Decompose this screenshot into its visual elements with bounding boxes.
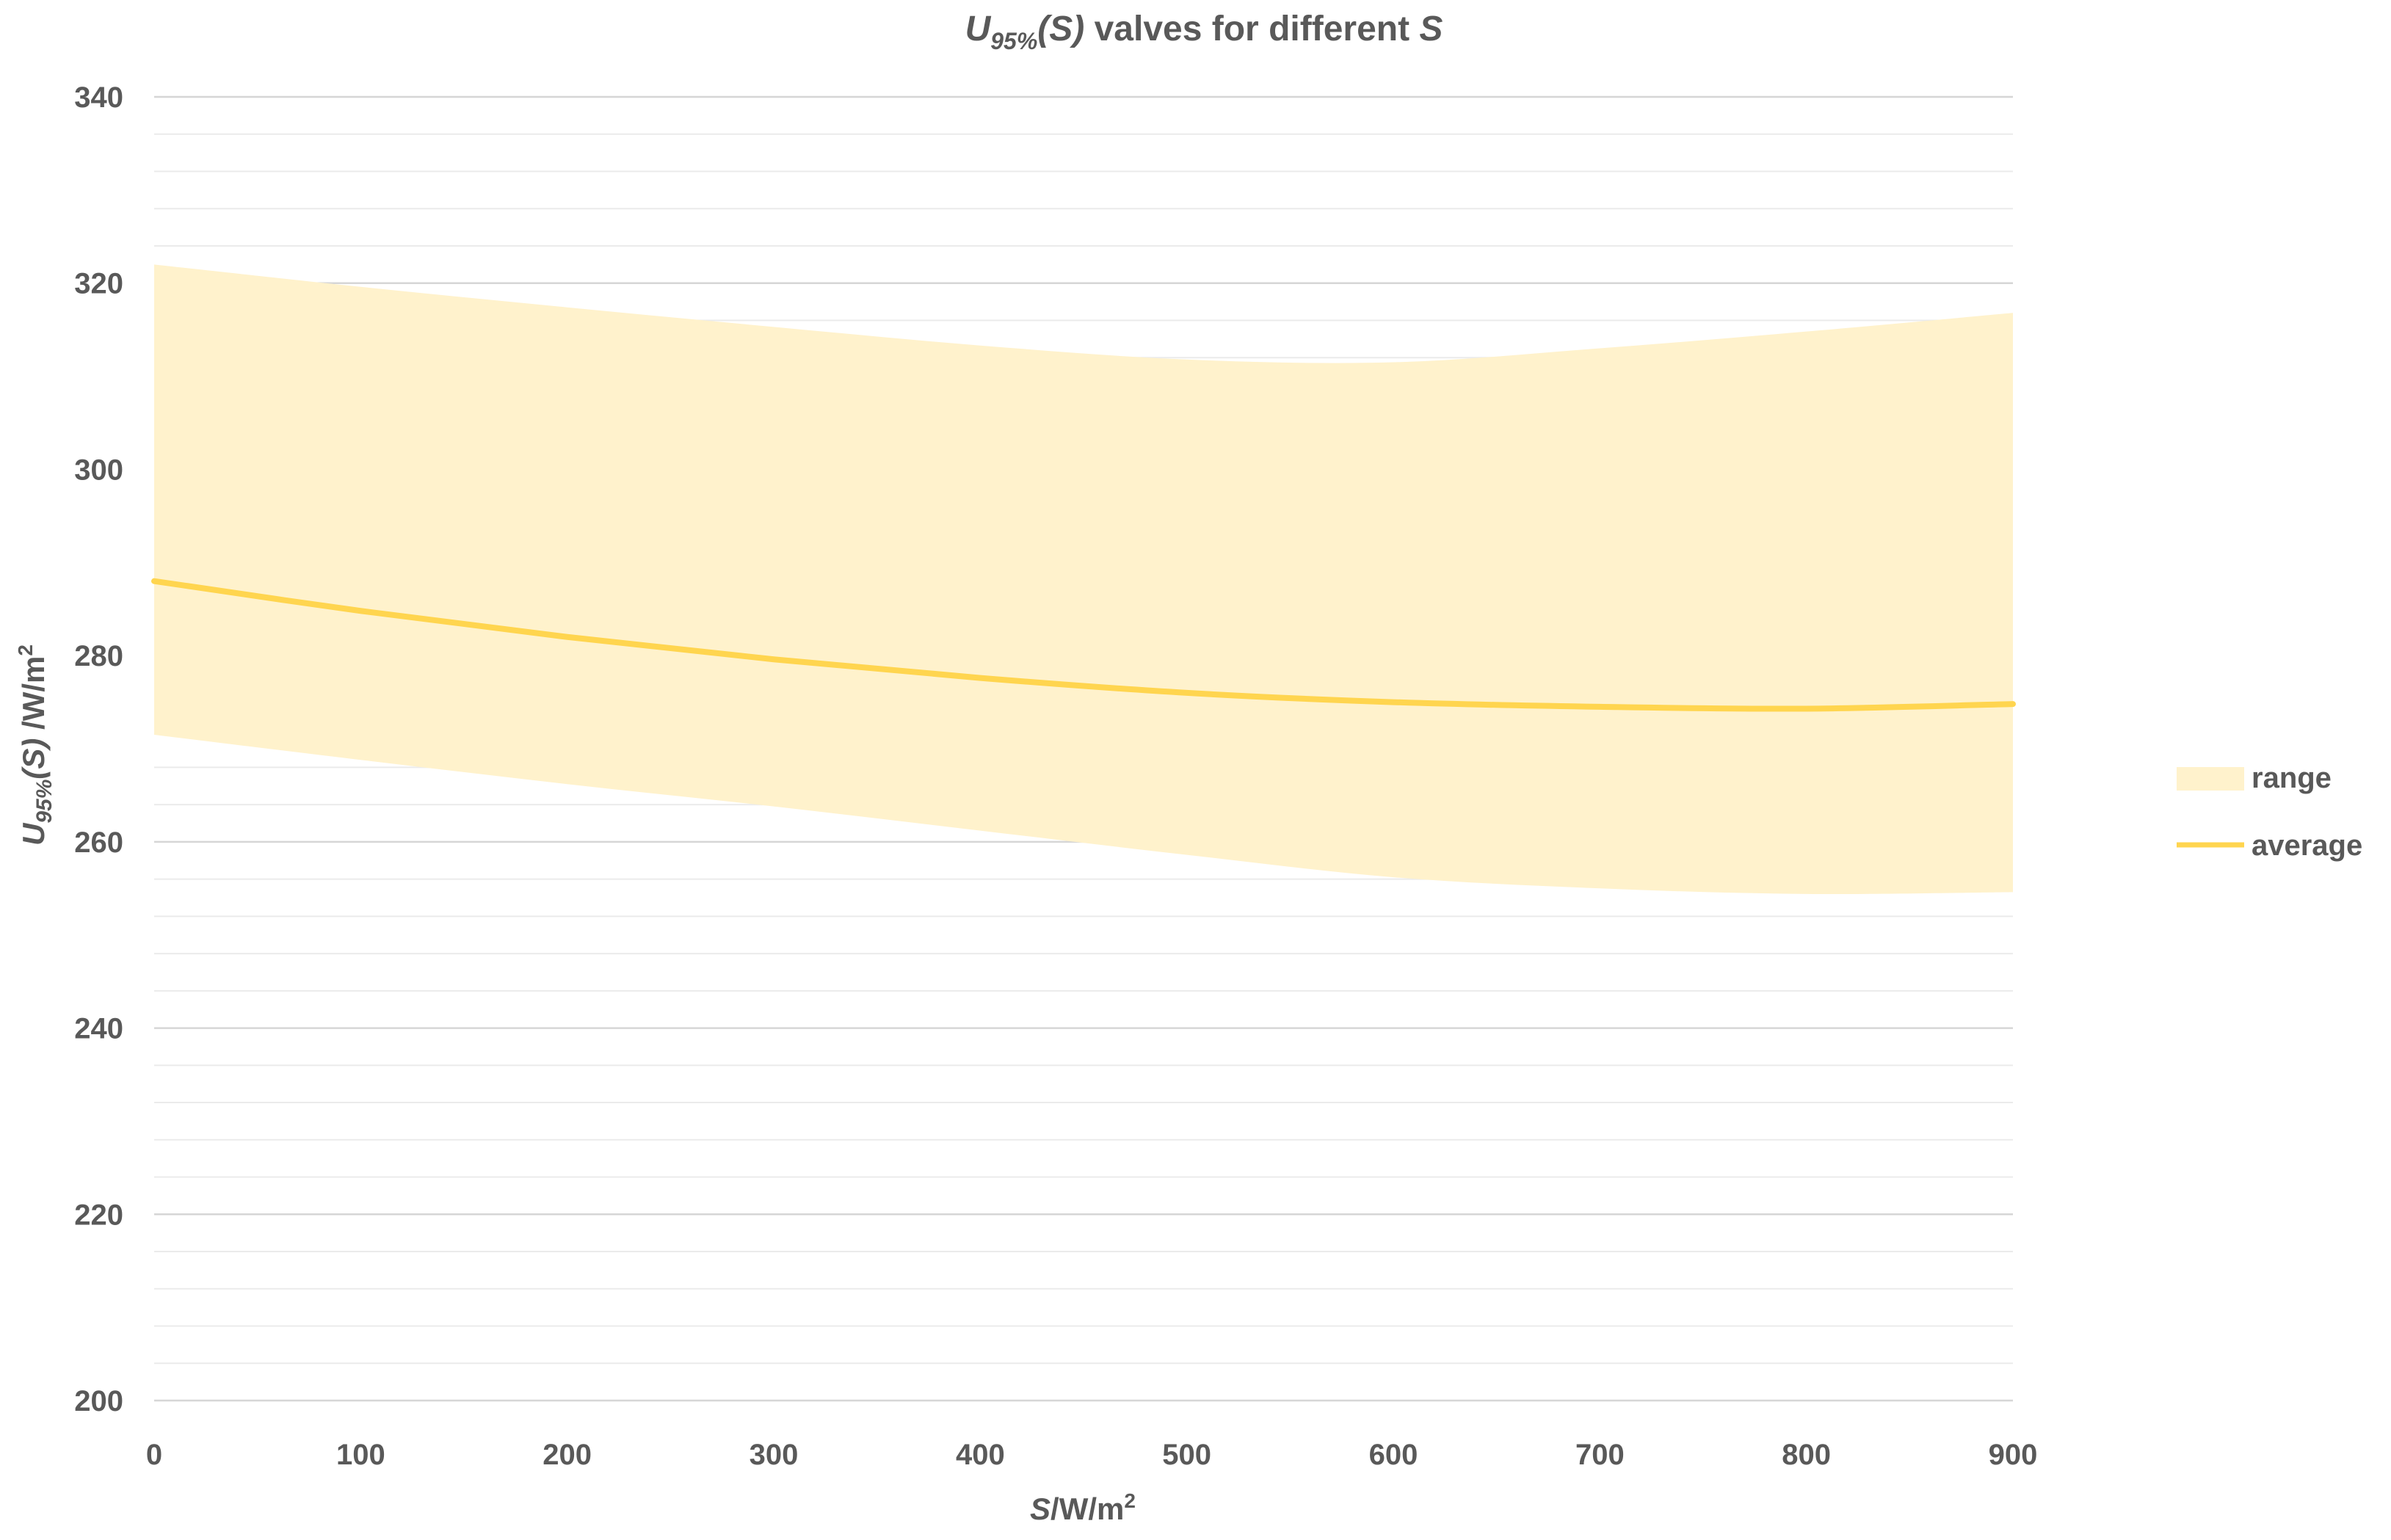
x-tick-label: 200 <box>543 1439 592 1471</box>
x-tick-labels: 0 100 200 300 400 500 600 700 800 900 <box>146 1439 2038 1471</box>
range-band <box>154 264 2013 895</box>
legend-range-swatch <box>2177 767 2244 791</box>
x-tick-label: 900 <box>1989 1439 2038 1471</box>
legend-average-label: average <box>2252 829 2362 862</box>
x-tick-label: 500 <box>1162 1439 1211 1471</box>
y-tick-label: 220 <box>74 1199 123 1231</box>
x-tick-label: 800 <box>1782 1439 1831 1471</box>
y-tick-label: 340 <box>74 81 123 114</box>
y-tick-label: 320 <box>74 268 123 300</box>
y-tick-label: 280 <box>74 640 123 672</box>
ylabel-arg: (S) <box>16 738 51 780</box>
average-line <box>151 578 2016 712</box>
title-var: S <box>1419 10 1443 48</box>
title-text: valves for different <box>1084 10 1419 48</box>
x-tick-label: 100 <box>336 1439 385 1471</box>
y-tick-label: 300 <box>74 454 123 486</box>
ylabel-subscript: 95% <box>32 780 57 824</box>
ylabel-sup: 2 <box>14 644 37 656</box>
ylabel-unit: /W/m <box>16 656 51 738</box>
legend-range-label: range <box>2252 762 2332 794</box>
y-tick-label: 240 <box>74 1013 123 1045</box>
xlabel-var: S <box>1030 1492 1051 1526</box>
x-tick-label: 700 <box>1575 1439 1625 1471</box>
x-tick-label: 0 <box>146 1439 162 1471</box>
x-axis-title: S/W/m2 <box>1030 1489 1136 1526</box>
x-tick-label: 400 <box>956 1439 1005 1471</box>
xlabel-unit: /W/m <box>1051 1492 1124 1526</box>
y-tick-labels: 200 220 240 260 280 300 320 340 <box>74 81 123 1417</box>
title-symbol: U <box>965 10 992 48</box>
y-tick-label: 200 <box>74 1385 123 1417</box>
chart-title: U95%(S) valves for different S <box>965 10 1443 54</box>
ylabel-symbol: U <box>16 822 51 846</box>
x-tick-label: 300 <box>750 1439 799 1471</box>
title-subscript: 95% <box>990 28 1037 54</box>
x-tick-label: 600 <box>1369 1439 1418 1471</box>
y-axis-title: U95%(S) /W/m2 <box>14 644 57 846</box>
title-arg: (S) <box>1037 10 1084 48</box>
y-tick-label: 260 <box>74 827 123 859</box>
legend: range average <box>2177 762 2362 862</box>
xlabel-sup: 2 <box>1124 1489 1136 1512</box>
